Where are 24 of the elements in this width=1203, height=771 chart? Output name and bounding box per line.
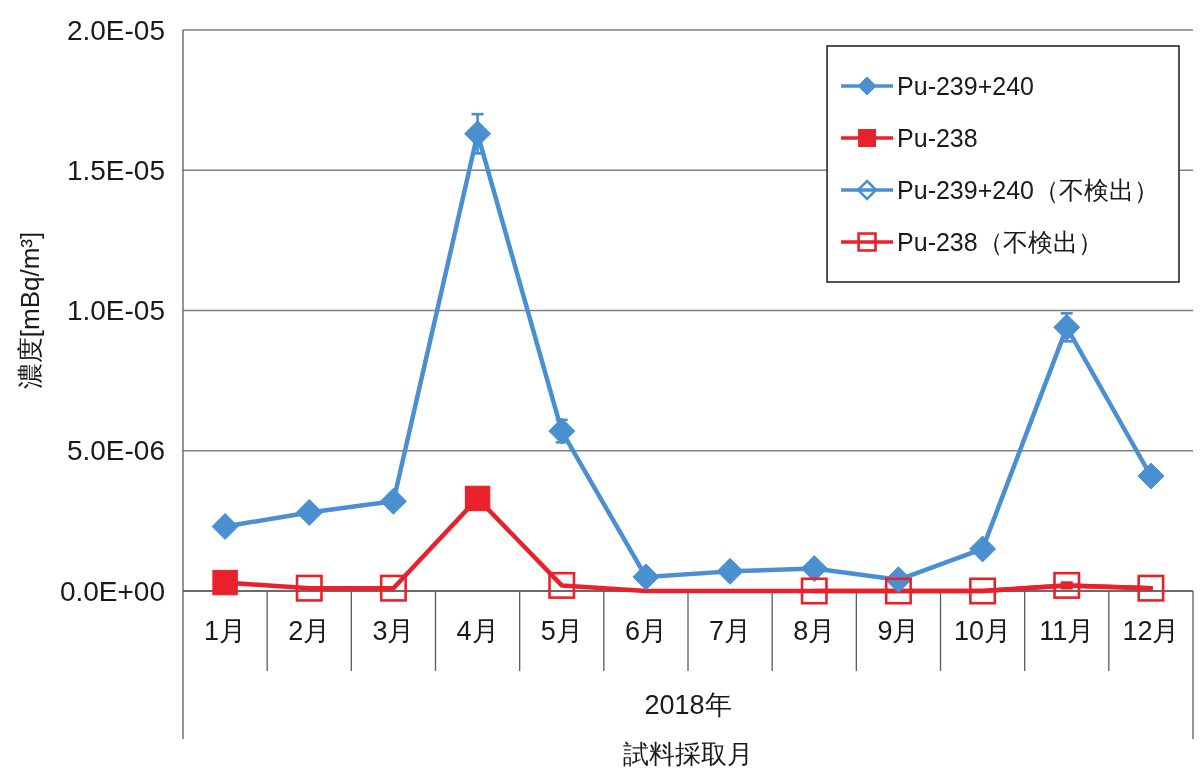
y-tick-label: 0.0E+00 xyxy=(59,575,165,607)
x-tick-label: 6月 xyxy=(624,616,667,646)
y-tick-label: 1.0E-05 xyxy=(66,295,165,326)
x-tick-label: 2月 xyxy=(288,616,331,646)
x-tick-label: 5月 xyxy=(540,616,583,646)
x-tick-label: 8月 xyxy=(793,616,836,646)
y-tick-label: 2.0E-05 xyxy=(66,14,165,46)
x-tick-label: 11月 xyxy=(1039,616,1095,646)
legend-label: Pu-239+240（不検出） xyxy=(897,176,1159,204)
x-tick-label: 4月 xyxy=(456,616,499,646)
x-tick-label: 1月 xyxy=(204,616,247,646)
text: 2018年 xyxy=(644,690,732,720)
x-tick-label: 3月 xyxy=(372,616,415,646)
y-tick-label: 5.0E-06 xyxy=(66,435,165,467)
legend-label: Pu-239+240 xyxy=(897,72,1034,100)
x-tick-label: 7月 xyxy=(709,616,752,646)
x-tick-label: 9月 xyxy=(877,616,920,646)
x-tick-label: 12月 xyxy=(1122,616,1180,646)
y-tick-label: 1.5E-05 xyxy=(66,154,165,186)
legend-label: Pu-238（不検出） xyxy=(897,228,1103,256)
y-axis-title: 濃度[mBq/m³] xyxy=(15,231,45,390)
x-tick-label: 10月 xyxy=(954,616,1012,646)
legend-label: Pu-238 xyxy=(897,124,978,152)
x-axis-title: 試料採取月 xyxy=(623,739,753,769)
